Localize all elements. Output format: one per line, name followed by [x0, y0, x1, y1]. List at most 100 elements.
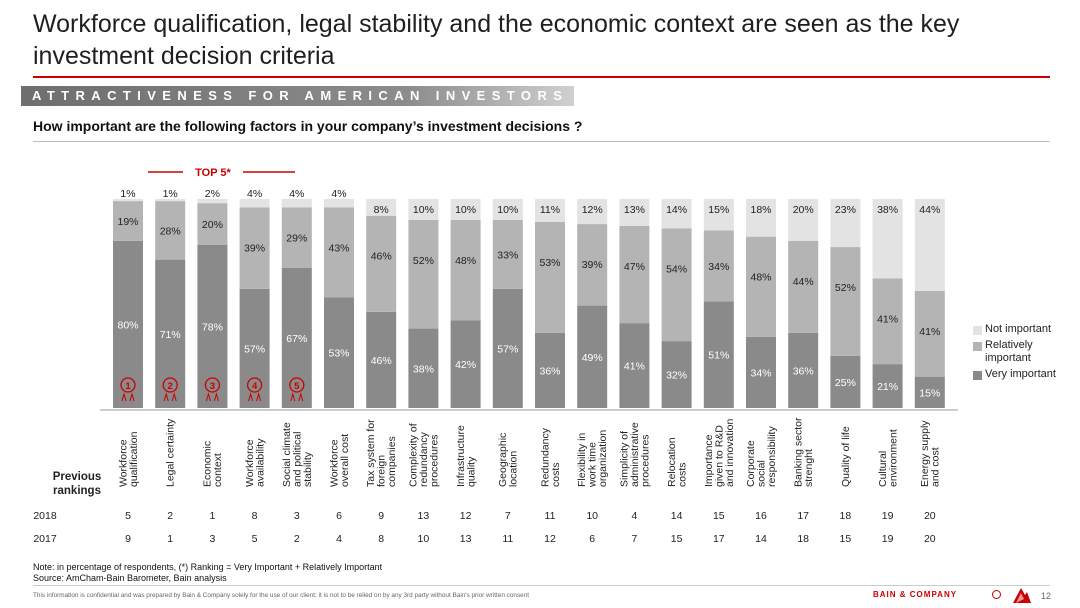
- bar-very-important: [703, 301, 734, 408]
- ranking-value: 4: [336, 533, 342, 545]
- category-label-line: overall cost: [339, 434, 351, 487]
- bar-not-important: [450, 199, 481, 220]
- category-label-line: Flexibility in: [576, 433, 588, 487]
- bar-relatively-important: [746, 236, 776, 337]
- bar-very-important: [281, 267, 312, 408]
- brand-name: BAIN & COMPANY: [873, 590, 958, 599]
- category-label-line: Workforce: [244, 439, 256, 487]
- category-label-line: Corporate: [745, 440, 757, 487]
- category-label-line: Cultural: [877, 451, 889, 487]
- ranking-value: 9: [378, 510, 384, 522]
- ranking-value: 17: [797, 510, 809, 522]
- category-label-line: Legal certainty: [165, 418, 177, 487]
- data-label-very-important: 32%: [666, 370, 687, 382]
- ranking-value: 13: [418, 510, 430, 522]
- category-label-line: foreign: [376, 455, 388, 487]
- ranking-value: 14: [755, 533, 767, 545]
- category-label-line: Quality of life: [840, 426, 852, 487]
- ranking-value: 12: [460, 510, 472, 522]
- ranking-value: 10: [418, 533, 430, 545]
- bar-not-important: [239, 199, 270, 208]
- ranking-value: 18: [797, 533, 809, 545]
- ranking-value: 9: [125, 533, 131, 545]
- brand-circle-icon: [992, 590, 1001, 599]
- legend-item-very-important: Very important: [973, 368, 1080, 381]
- ranking-year-label: 2018: [33, 510, 57, 522]
- data-label-not-important: 12%: [582, 204, 603, 216]
- data-label-relatively-important: 48%: [455, 255, 476, 267]
- data-label-not-important: 2%: [205, 188, 220, 200]
- chart-legend: Not important Relatively important Very …: [973, 323, 1080, 384]
- bar-not-important: [408, 199, 439, 220]
- data-label-not-important: 1%: [120, 188, 135, 200]
- category-label-line: quality: [465, 456, 477, 487]
- data-label-very-important: 36%: [539, 365, 560, 377]
- category-label-line: Social climate: [281, 422, 293, 487]
- note-text: Note: in percentage of respondents, (*) …: [33, 562, 383, 572]
- category-label-line: Tax system for: [365, 419, 377, 487]
- data-label-relatively-important: 44%: [793, 276, 814, 288]
- ranking-value: 5: [252, 533, 258, 545]
- data-label-not-important: 44%: [919, 204, 940, 216]
- category-label-line: redundancy: [418, 431, 430, 487]
- stacked-bar-chart: 80%19%1%Workforcequalification71%28%1%Le…: [33, 167, 958, 545]
- category-label-line: responsibility: [766, 426, 778, 487]
- category-label-line: companies: [386, 436, 398, 487]
- rank-badge-number: 4: [252, 381, 258, 392]
- rank-badge-icon: [246, 377, 263, 393]
- data-label-not-important: 8%: [374, 204, 389, 216]
- data-label-relatively-important: 47%: [624, 261, 645, 273]
- bar-very-important: [619, 323, 650, 408]
- ranking-value: 6: [336, 510, 342, 522]
- section-banner-text: ATTRACTIVENESS FOR AMERICAN INVESTORS: [32, 88, 569, 103]
- category-label-line: stability: [302, 451, 314, 487]
- bar-not-important: [366, 199, 397, 216]
- legend-swatch-not-important: [973, 326, 982, 335]
- bar-very-important: [914, 376, 945, 408]
- bar-not-important: [577, 199, 608, 225]
- page-title: Workforce qualification, legal stability…: [33, 10, 960, 70]
- category-label-line: Relocation: [666, 437, 678, 487]
- ranking-value: 5: [125, 510, 131, 522]
- data-label-relatively-important: 52%: [835, 282, 856, 294]
- bar-not-important: [788, 199, 819, 241]
- rank-ribbon-icon: [248, 392, 262, 402]
- bar-relatively-important: [239, 207, 270, 289]
- bar-not-important: [113, 199, 143, 202]
- data-label-relatively-important: 53%: [539, 257, 560, 269]
- data-label-not-important: 10%: [413, 204, 434, 216]
- ranking-value: 16: [755, 510, 767, 522]
- category-label-line: availability: [254, 438, 266, 487]
- category-label-line: organization: [597, 430, 609, 487]
- section-banner: ATTRACTIVENESS FOR AMERICAN INVESTORS: [21, 86, 574, 106]
- data-label-very-important: 71%: [160, 329, 181, 341]
- bar-very-important: [872, 364, 903, 408]
- data-label-relatively-important: 28%: [160, 225, 181, 237]
- rank-badge-icon: [162, 377, 178, 393]
- data-label-very-important: 41%: [624, 361, 645, 373]
- footnote: Note: in percentage of respondents, (*) …: [33, 562, 382, 584]
- bar-relatively-important: [408, 219, 439, 329]
- category-label-line: Simplicity of: [618, 431, 630, 487]
- data-label-very-important: 51%: [708, 350, 729, 362]
- category-label-line: Importance: [703, 434, 715, 487]
- data-label-not-important: 4%: [331, 188, 346, 200]
- bar-not-important: [535, 199, 565, 222]
- category-label: Quality of life: [840, 426, 852, 487]
- bar-not-important: [703, 199, 734, 231]
- question-rule: [33, 141, 1050, 142]
- data-label-relatively-important: 39%: [582, 259, 603, 271]
- bar-very-important: [492, 288, 523, 408]
- data-label-very-important: 78%: [202, 321, 223, 333]
- bar-very-important: [155, 259, 186, 408]
- source-text: Source: AmCham-Bain Barometer, Bain anal…: [33, 573, 227, 583]
- category-label-line: administrative: [629, 422, 641, 487]
- ranking-value: 2: [167, 510, 173, 522]
